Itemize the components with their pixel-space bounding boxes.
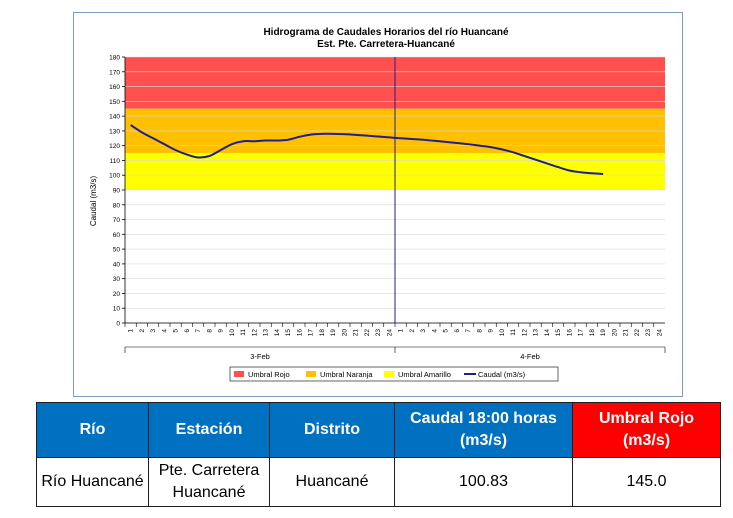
x-tick-label: 11 (240, 329, 247, 336)
y-tick-label: 90 (113, 188, 121, 195)
chart-subtitle: Est. Pte. Carretera-Huancané (317, 39, 455, 50)
x-tick-label: 17 (578, 329, 585, 337)
x-tick-label: 1 (128, 329, 135, 333)
x-tick-label: 20 (341, 329, 348, 337)
chart-frame: Hidrograma de Caudales Horarios del río … (73, 12, 683, 397)
station-info-table: Río Estación Distrito Caudal 18:00 horas… (36, 402, 721, 507)
x-tick-label: 23 (645, 329, 652, 337)
x-tick-label: 2 (139, 329, 146, 333)
y-tick-label: 0 (116, 321, 120, 328)
x-tick-label: 24 (386, 329, 393, 337)
series-layer (130, 124, 604, 175)
header-umbral-rojo: Umbral Rojo (m3/s) (572, 402, 721, 458)
x-tick-label: 16 (296, 329, 303, 337)
cell-umbral-rojo: 145.0 (572, 457, 721, 507)
x-tick-label: 3 (420, 329, 427, 333)
legend-label: Caudal (m3/s) (478, 370, 526, 379)
x-tick-label: 15 (285, 329, 292, 337)
x-tick-label: 1 (398, 329, 405, 333)
x-tick-label: 9 (488, 329, 495, 333)
x-tick-label: 10 (229, 329, 236, 337)
legend-label: Umbral Naranja (320, 370, 373, 379)
cell-rio: Río Huancané (36, 457, 149, 507)
x-tick-label: 3 (150, 329, 157, 333)
hydrograph-chart: Hidrograma de Caudales Horarios del río … (89, 27, 666, 382)
y-tick-label: 160 (109, 84, 120, 91)
x-tick-label: 6 (184, 329, 191, 333)
x-tick-label: 11 (510, 329, 517, 336)
legend-label: Umbral Amarillo (398, 370, 451, 379)
y-tick-label: 80 (113, 202, 121, 209)
x-tick-label: 15 (555, 329, 562, 337)
x-tick-label: 14 (544, 329, 551, 337)
x-tick-label: 10 (499, 329, 506, 337)
x-tick-label: 19 (600, 329, 607, 337)
x-tick-label: 21 (353, 329, 360, 337)
header-estacion: Estación (148, 402, 270, 458)
x-tick-label: 16 (566, 329, 573, 337)
x-tick-label: 4 (161, 329, 168, 333)
x-tick-label: 14 (274, 329, 281, 337)
day-label: 3-Feb (250, 352, 270, 361)
header-distrito: Distrito (269, 402, 395, 458)
y-tick-label: 150 (109, 99, 120, 106)
x-tick-label: 22 (634, 329, 641, 337)
y-tick-label: 40 (113, 261, 121, 268)
x-tick-label: 8 (476, 329, 483, 333)
x-tick-label: 20 (611, 329, 618, 337)
x-tick-label: 5 (173, 329, 180, 333)
chart-title: Hidrograma de Caudales Horarios del río … (263, 27, 509, 38)
cell-distrito: Huancané (269, 457, 395, 507)
y-tick-label: 140 (109, 114, 120, 121)
y-tick-label: 60 (113, 232, 121, 239)
legend: Umbral Rojo Umbral Naranja Umbral Amarillo… (229, 366, 559, 382)
x-tick-label: 23 (375, 329, 382, 337)
x-tick-label: 13 (263, 329, 270, 337)
x-tick-label: 17 (308, 329, 315, 337)
y-tick-label: 180 (109, 55, 120, 62)
y-tick-label: 170 (109, 69, 120, 76)
y-tick-label: 130 (109, 128, 120, 135)
x-tick-label: 2 (409, 329, 416, 333)
x-tick-label: 8 (206, 329, 213, 333)
x-tick-label: 18 (319, 329, 326, 337)
y-tick-label: 10 (113, 306, 121, 313)
legend-swatch (234, 371, 244, 377)
x-tick-label: 12 (251, 329, 258, 337)
header-caudal: Caudal 18:00 horas (m3/s) (394, 402, 573, 458)
cell-caudal: 100.83 (394, 457, 573, 507)
y-tick-label: 100 (109, 173, 120, 180)
x-tick-label: 4 (431, 329, 438, 333)
y-tick-label: 30 (113, 276, 121, 283)
x-tick-label: 13 (533, 329, 540, 337)
x-tick-label: 5 (443, 329, 450, 333)
x-tick-label: 9 (218, 329, 225, 333)
y-tick-label: 20 (113, 291, 121, 298)
x-tick-label: 22 (364, 329, 371, 337)
cell-estacion: Pte. Carretera Huancané (148, 457, 270, 507)
header-rio: Río (36, 402, 149, 458)
y-tick-label: 50 (113, 247, 121, 254)
x-tick-label: 6 (454, 329, 461, 333)
x-tick-label: 18 (589, 329, 596, 337)
y-tick-label: 70 (113, 217, 121, 224)
legend-swatch (306, 371, 316, 377)
x-tick-label: 19 (330, 329, 337, 337)
y-axis-label: Caudal (m3/s) (89, 176, 98, 227)
legend-swatch (384, 371, 394, 377)
y-tick-label: 120 (109, 143, 120, 150)
day-label: 4-Feb (520, 352, 540, 361)
y-tick-label: 110 (110, 158, 121, 165)
table-header-row: Río Estación Distrito Caudal 18:00 horas… (36, 402, 721, 458)
x-tick-label: 24 (656, 329, 663, 337)
x-tick-label: 12 (521, 329, 528, 337)
x-tick-label: 21 (623, 329, 630, 337)
table-row: Río Huancané Pte. Carretera Huancané Hua… (36, 457, 721, 507)
x-tick-label: 7 (195, 329, 202, 333)
x-tick-label: 7 (465, 329, 472, 333)
legend-label: Umbral Rojo (248, 370, 290, 379)
x-tick-labels: 1 2 3 4 5 6 7 8 9 10 11 12 13 14 15 16 17 18 19 20 21 22 23 24 1… (124, 323, 666, 361)
